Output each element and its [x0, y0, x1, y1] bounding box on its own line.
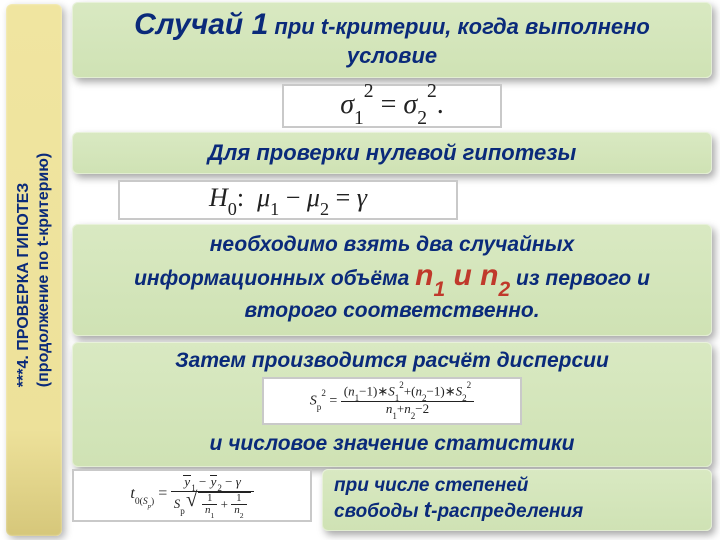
- panel-dispersion: Затем производится расчёт дисперсии Sp2 …: [72, 342, 712, 467]
- n2-symbol: n2: [480, 259, 510, 292]
- formula-sp2: Sp2 = (n1−1)∗S12+(n2−1)∗S22 n1+n2−2: [262, 377, 522, 425]
- slide-root: ***4. ПРОВЕРКА ГИПОТЕЗ (продолжение по t…: [0, 0, 720, 540]
- p5-line2-pre: свободы: [334, 501, 424, 522]
- formula-h0: H0: μ1 − μ2 = γ: [118, 180, 458, 220]
- panel-null-hyp: Для проверки нулевой гипотезы: [72, 132, 712, 173]
- p3-pre: информационных объёма: [134, 267, 415, 290]
- panel-samples: необходимо взять два случайных информаци…: [72, 224, 712, 336]
- panel2-text: Для проверки нулевой гипотезы: [208, 140, 577, 165]
- formula-sigma-eq: σ12 = σ22.: [282, 84, 502, 129]
- sidebar-label: ***4. ПРОВЕРКА ГИПОТЕЗ (продолжение по t…: [14, 153, 54, 387]
- p4-line2: и числовое значение статистики: [210, 432, 575, 455]
- case1-rest: при t-критерии, когда выполнено условие: [268, 14, 650, 68]
- panel-case1: Случай 1 при t-критерии, когда выполнено…: [72, 2, 712, 78]
- sidebar-line1: ***4. ПРОВЕРКА ГИПОТЕЗ: [14, 153, 34, 387]
- n1-symbol: n1: [415, 259, 445, 292]
- sidebar-tab: ***4. ПРОВЕРКА ГИПОТЕЗ (продолжение по t…: [6, 4, 62, 536]
- content-column: Случай 1 при t-критерии, когда выполнено…: [72, 0, 712, 531]
- case1-title: Случай 1: [134, 8, 268, 41]
- p3-line1: необходимо взять два случайных: [210, 233, 574, 256]
- bottom-row: t0(Sp) = y1 − y2 − γ Sp 1n1 + 1n2: [72, 469, 712, 532]
- p5-line2-post: -распределения: [431, 501, 583, 522]
- p4-line1: Затем производится расчёт дисперсии: [175, 349, 609, 372]
- sidebar-line2: (продолжение по t-критерию): [34, 153, 54, 387]
- formula-t0: t0(Sp) = y1 − y2 − γ Sp 1n1 + 1n2: [72, 469, 312, 523]
- panel-dof: при числе степеней свободы t-распределен…: [322, 469, 712, 532]
- p5-line1: при числе степеней: [334, 475, 528, 496]
- n-conj: и: [445, 259, 480, 292]
